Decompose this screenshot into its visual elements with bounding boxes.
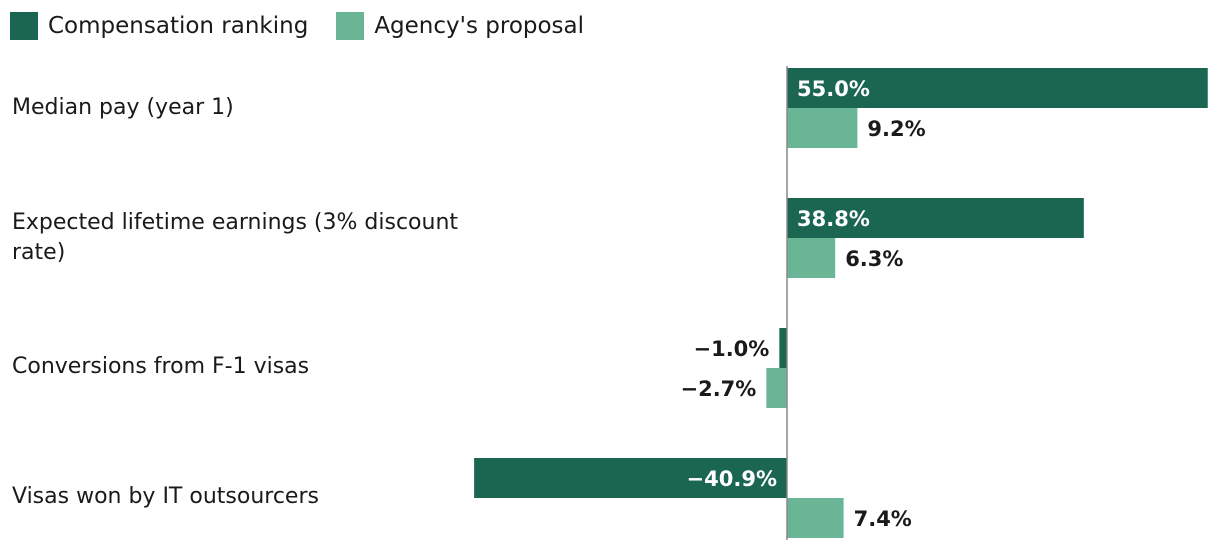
category-label-median-pay: Median pay (year 1) xyxy=(12,95,234,120)
bar-agency-f1-conversions[interactable] xyxy=(766,368,787,408)
bar-compensation-f1-conversions[interactable] xyxy=(779,328,787,368)
data-label-agency-f1-conversions: −2.7% xyxy=(681,377,757,401)
data-label-compensation-lifetime-earnings: 38.8% xyxy=(797,207,870,231)
data-label-agency-median-pay: 9.2% xyxy=(867,117,925,141)
data-label-compensation-it-outsourcers: −40.9% xyxy=(687,467,777,491)
data-label-compensation-f1-conversions: −1.0% xyxy=(694,337,770,361)
legend-label-compensation-ranking: Compensation ranking xyxy=(48,13,309,39)
category-label-it-outsourcers: Visas won by IT outsourcers xyxy=(12,484,319,509)
bar-compensation-median-pay[interactable] xyxy=(787,68,1208,108)
bar-agency-it-outsourcers[interactable] xyxy=(787,498,844,538)
data-label-agency-lifetime-earnings: 6.3% xyxy=(845,247,903,271)
data-label-compensation-median-pay: 55.0% xyxy=(797,77,870,101)
legend-item-compensation-ranking[interactable]: Compensation ranking xyxy=(10,12,308,40)
bar-agency-median-pay[interactable] xyxy=(787,108,858,148)
category-label-f1-conversions: Conversions from F-1 visas xyxy=(12,354,310,379)
legend-swatch-agency-proposal xyxy=(336,12,365,40)
legend-swatch-compensation-ranking xyxy=(10,12,38,40)
bar-agency-lifetime-earnings[interactable] xyxy=(787,238,836,278)
legend-item-agency-proposal[interactable]: Agency's proposal xyxy=(336,12,584,40)
data-label-agency-it-outsourcers: 7.4% xyxy=(854,507,912,531)
legend-label-agency-proposal: Agency's proposal xyxy=(374,13,585,39)
legend: Compensation ranking Agency's proposal xyxy=(10,12,612,40)
bar-compensation-lifetime-earnings[interactable] xyxy=(787,198,1084,238)
bar-compensation-it-outsourcers[interactable] xyxy=(474,458,787,498)
category-label-lifetime-earnings: Expected lifetime earnings (3% discount … xyxy=(12,210,459,265)
